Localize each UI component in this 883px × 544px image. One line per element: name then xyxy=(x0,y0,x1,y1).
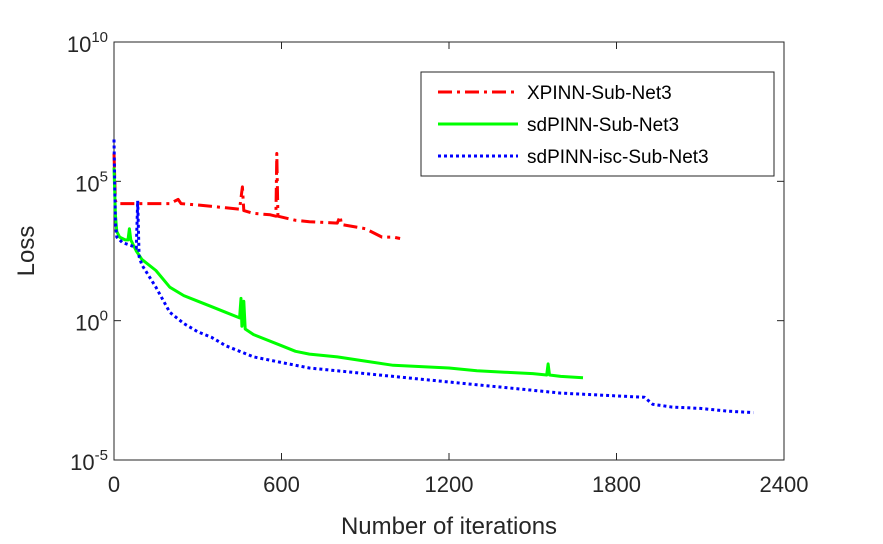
x-tick-label: 2400 xyxy=(760,472,809,497)
legend-label: sdPINN-Sub-Net3 xyxy=(527,115,679,136)
legend-label: XPINN-Sub-Net3 xyxy=(527,83,672,104)
axis-ticks: 0 600 1200 1800 2400 10-5 100 105 1010 xyxy=(67,29,809,497)
y-axis-label: Loss xyxy=(13,226,40,277)
x-tick-label: 0 xyxy=(108,472,120,497)
series-line-2 xyxy=(112,167,584,380)
legend-label: sdPINN-isc-Sub-Net3 xyxy=(527,147,709,168)
y-tick-label: 100 xyxy=(75,308,108,336)
x-tick-label: 1800 xyxy=(592,472,641,497)
legend: XPINN-Sub-Net3 sdPINN-Sub-Net3 sdPINN-isc-… xyxy=(420,71,775,177)
y-tick-label: 10-5 xyxy=(70,447,108,475)
x-axis-label: Number of iterations xyxy=(341,513,557,540)
x-tick-label: 1200 xyxy=(425,472,474,497)
x-tick-label: 600 xyxy=(263,472,300,497)
y-tick-label: 1010 xyxy=(67,29,108,57)
series-line-3 xyxy=(112,139,754,415)
y-tick-label: 105 xyxy=(75,168,108,196)
series-line-1 xyxy=(112,152,401,240)
series-lines xyxy=(112,139,754,415)
